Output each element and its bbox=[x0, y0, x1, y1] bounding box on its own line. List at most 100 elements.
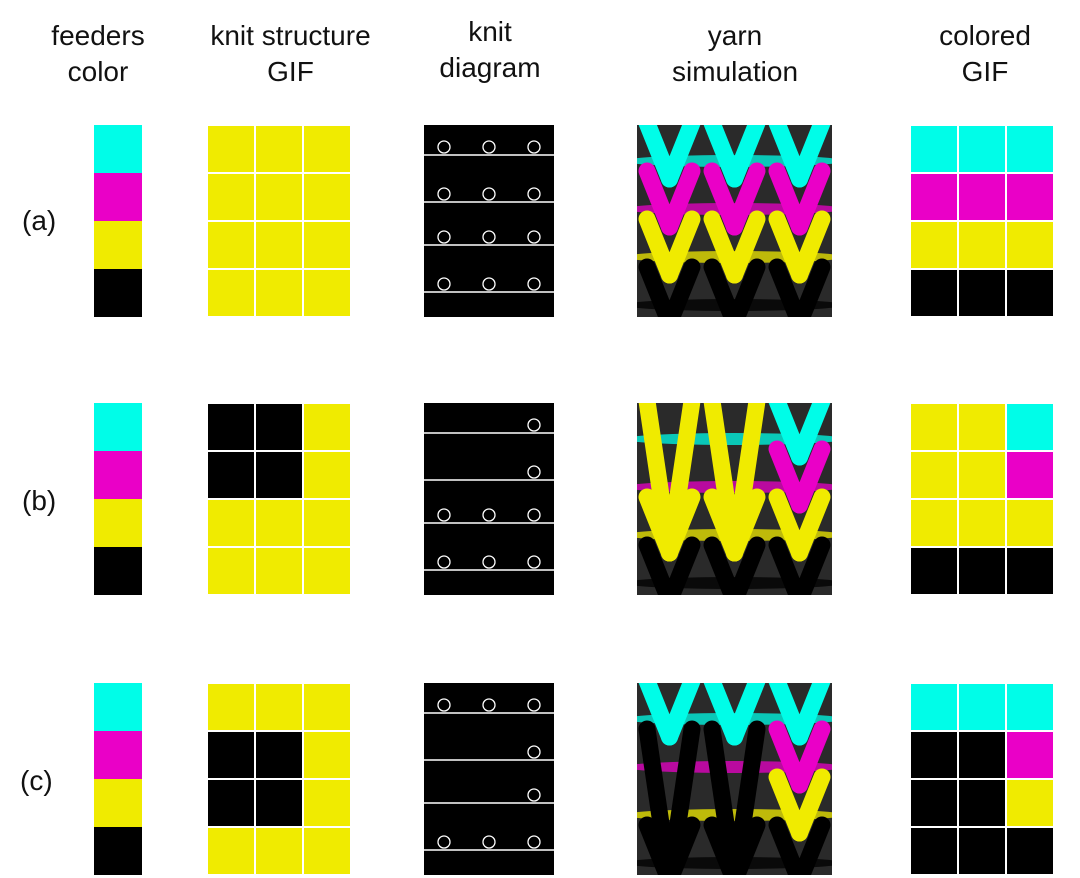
colored-gif-cell bbox=[958, 403, 1006, 451]
diagram-background bbox=[424, 403, 554, 595]
stitch-loop bbox=[437, 555, 451, 569]
feeder-color-block bbox=[94, 499, 142, 547]
header-yarn-simulation: yarn simulation bbox=[671, 20, 799, 87]
knit-structure-cell bbox=[255, 731, 303, 779]
knit-structure-cell bbox=[207, 125, 255, 173]
stitch-loop bbox=[527, 508, 541, 522]
yarn-leg-right bbox=[661, 162, 701, 236]
feeder-color-block bbox=[94, 269, 142, 317]
knit-structure-cell bbox=[255, 683, 303, 731]
yarn-leg-right bbox=[791, 403, 831, 466]
colored-gif-cell bbox=[910, 779, 958, 827]
colored-gif-cell bbox=[1006, 451, 1054, 499]
colored-gif-cell bbox=[958, 683, 1006, 731]
colored-gif-cell bbox=[958, 451, 1006, 499]
yarn-leg-right bbox=[726, 162, 766, 236]
header-knit-structure-gif: knit structure GIF bbox=[210, 20, 371, 87]
yarn-leg-right bbox=[726, 125, 766, 188]
stitch-loop bbox=[482, 835, 496, 849]
yarn-leg-right bbox=[662, 536, 701, 595]
knit-structure-cell bbox=[255, 779, 303, 827]
knit-diagram bbox=[424, 683, 554, 875]
knit-structure-cell bbox=[303, 779, 351, 827]
feeder-color-block bbox=[94, 779, 142, 827]
knit-structure-cell bbox=[255, 827, 303, 875]
knit-diagram bbox=[424, 125, 554, 317]
knit-structure-cell bbox=[303, 499, 351, 547]
yarn-simulation bbox=[637, 403, 832, 595]
stitch-loop bbox=[482, 555, 496, 569]
colored-gif-cell bbox=[1006, 547, 1054, 595]
stitch-loop bbox=[482, 140, 496, 154]
colored-gif-cell bbox=[910, 451, 958, 499]
colored-gif-cell bbox=[910, 547, 958, 595]
knit-structure-cell bbox=[255, 547, 303, 595]
yarn-leg-right bbox=[792, 536, 831, 595]
row-label: (a) bbox=[22, 205, 57, 236]
colored-gif-cell bbox=[910, 499, 958, 547]
stitch-loop bbox=[527, 465, 541, 479]
colored-gif-cell bbox=[958, 827, 1006, 875]
knit-structure-cell bbox=[207, 451, 255, 499]
colored-gif-cell bbox=[958, 125, 1006, 173]
knit-structure-cell bbox=[303, 173, 351, 221]
yarn-leg-right bbox=[727, 816, 766, 875]
yarn-leg-right bbox=[661, 125, 701, 188]
feeder-color-block bbox=[94, 403, 142, 451]
stitch-loop bbox=[437, 140, 451, 154]
knit-structure-cell bbox=[303, 403, 351, 451]
row-label: (b) bbox=[22, 485, 57, 516]
stitch-loop bbox=[437, 508, 451, 522]
knit-structure-cell bbox=[255, 451, 303, 499]
colored-gif-cell bbox=[958, 173, 1006, 221]
stitch-loop bbox=[527, 698, 541, 712]
yarn-leg-right bbox=[792, 258, 831, 317]
knit-structure-cell bbox=[303, 451, 351, 499]
yarn-leg-right bbox=[791, 768, 831, 842]
knit-structure-cell bbox=[207, 547, 255, 595]
colored-gif-cell bbox=[910, 125, 958, 173]
yarn-leg-right bbox=[726, 488, 766, 562]
knit-structure-cell bbox=[255, 173, 303, 221]
stitch-loop bbox=[437, 230, 451, 244]
feeder-color-block bbox=[94, 547, 142, 595]
stitch-loop bbox=[482, 698, 496, 712]
knit-structure-cell bbox=[255, 221, 303, 269]
yarn-simulation bbox=[637, 683, 832, 875]
feeder-color-block bbox=[94, 451, 142, 499]
knit-structure-cell bbox=[303, 683, 351, 731]
colored-gif-cell bbox=[910, 221, 958, 269]
yarn-leg-right bbox=[661, 683, 701, 746]
feeder-color-block bbox=[94, 827, 142, 875]
knit-structure-cell bbox=[303, 547, 351, 595]
colored-gif-cell bbox=[958, 499, 1006, 547]
stitch-loop bbox=[482, 508, 496, 522]
stitch-loop bbox=[527, 230, 541, 244]
yarn-leg-right bbox=[792, 816, 831, 875]
stitch-loop bbox=[482, 187, 496, 201]
yarn-leg-right bbox=[791, 488, 831, 562]
knit-structure-cell bbox=[207, 499, 255, 547]
feeder-color-block bbox=[94, 221, 142, 269]
colored-gif-cell bbox=[1006, 683, 1054, 731]
yarn-leg-right bbox=[791, 125, 831, 188]
feeder-color-block bbox=[94, 125, 142, 173]
colored-gif-cell bbox=[910, 683, 958, 731]
knit-structure-cell bbox=[207, 221, 255, 269]
knit-structure-cell bbox=[255, 403, 303, 451]
colored-gif-cell bbox=[1006, 173, 1054, 221]
stitch-loop bbox=[437, 187, 451, 201]
colored-gif-cell bbox=[1006, 779, 1054, 827]
stitch-loop bbox=[527, 788, 541, 802]
stitch-loop bbox=[437, 277, 451, 291]
knit-structure-cell bbox=[207, 683, 255, 731]
yarn-leg-right bbox=[662, 258, 701, 317]
colored-gif-cell bbox=[910, 403, 958, 451]
colored-gif-cell bbox=[1006, 403, 1054, 451]
knit-structure-cell bbox=[207, 731, 255, 779]
knit-structure-cell bbox=[207, 403, 255, 451]
knit-diagram bbox=[424, 403, 554, 595]
knit-structure-cell bbox=[303, 827, 351, 875]
colored-gif-cell bbox=[1006, 125, 1054, 173]
stitch-loop bbox=[527, 835, 541, 849]
